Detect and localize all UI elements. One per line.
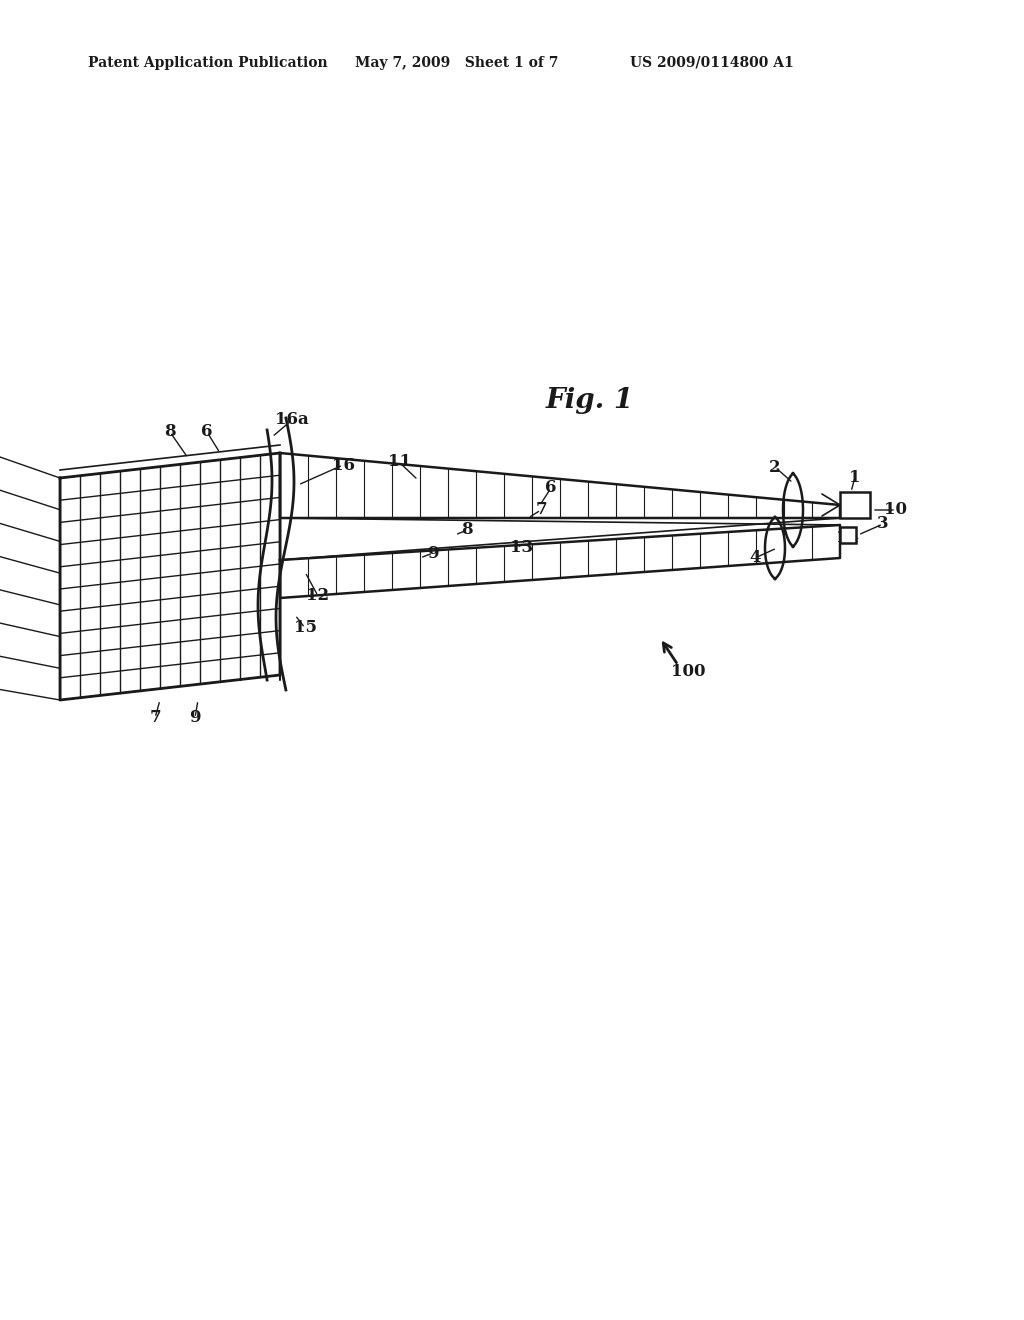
Text: 16a: 16a (275, 412, 309, 429)
Text: 1: 1 (849, 469, 861, 486)
Text: 9: 9 (427, 544, 438, 561)
Text: 8: 8 (461, 521, 473, 539)
Text: 14: 14 (837, 529, 859, 546)
Text: 16: 16 (332, 457, 354, 474)
Text: 7: 7 (536, 502, 547, 519)
Text: 6: 6 (202, 424, 213, 441)
Bar (840, 527, 856, 543)
Text: 100: 100 (671, 664, 706, 681)
Text: 4: 4 (750, 549, 761, 566)
Text: 11: 11 (387, 454, 411, 470)
Text: US 2009/0114800 A1: US 2009/0114800 A1 (630, 55, 794, 70)
Text: 15: 15 (294, 619, 316, 636)
Text: 9: 9 (189, 710, 201, 726)
Text: 2: 2 (769, 458, 781, 475)
Text: 8: 8 (164, 424, 176, 441)
Text: 7: 7 (150, 710, 161, 726)
Text: 12: 12 (306, 587, 330, 605)
Text: 6: 6 (545, 479, 557, 496)
Text: 13: 13 (510, 540, 534, 557)
Text: Fig. 1: Fig. 1 (546, 387, 634, 413)
Text: Patent Application Publication: Patent Application Publication (88, 55, 328, 70)
Text: 3: 3 (878, 516, 889, 532)
Text: May 7, 2009   Sheet 1 of 7: May 7, 2009 Sheet 1 of 7 (355, 55, 558, 70)
Text: 10: 10 (885, 502, 907, 519)
Bar (840, 492, 870, 517)
